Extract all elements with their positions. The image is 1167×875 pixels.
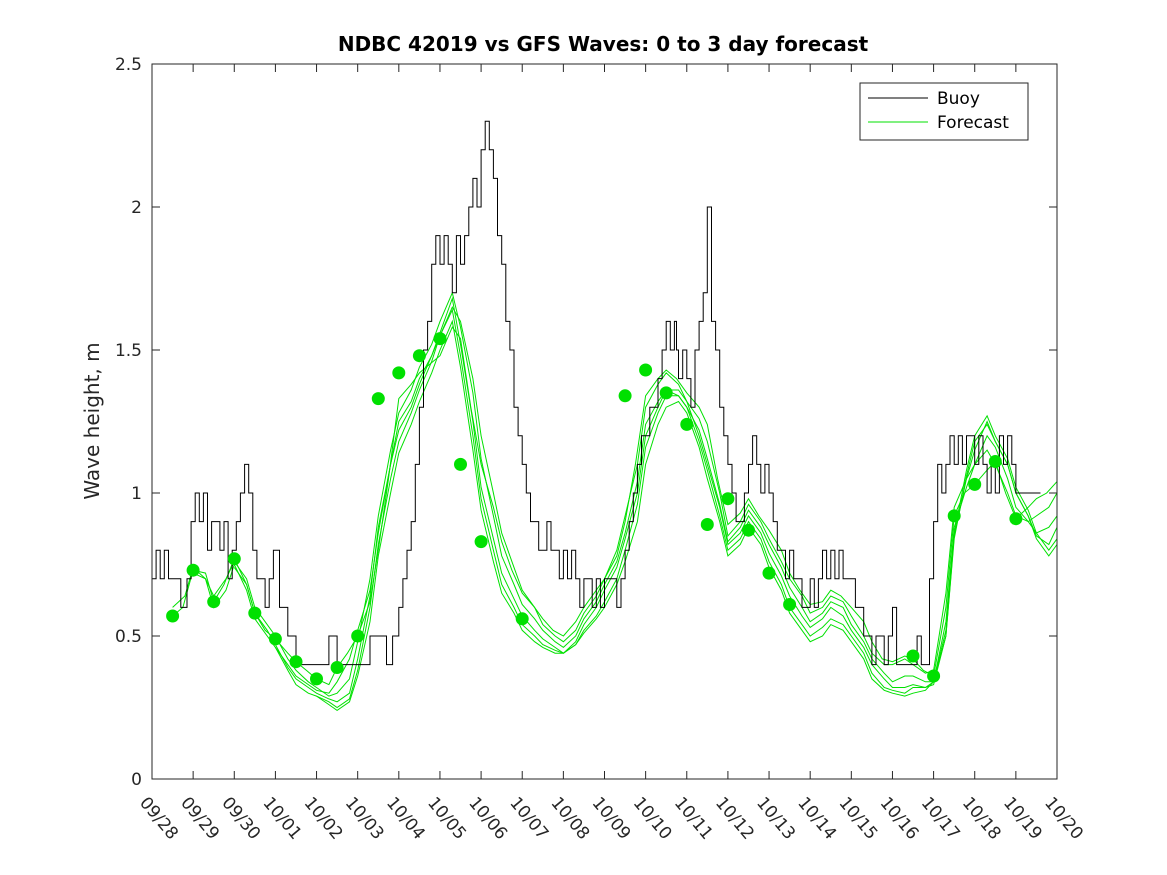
forecast-marker bbox=[906, 649, 920, 663]
forecast-marker bbox=[762, 566, 776, 580]
forecast-marker bbox=[474, 535, 488, 549]
forecast-marker bbox=[1009, 512, 1023, 526]
y-tick-label: 2 bbox=[131, 198, 142, 218]
forecast-marker bbox=[289, 655, 303, 669]
forecast-marker bbox=[268, 632, 282, 646]
forecast-marker bbox=[433, 332, 447, 346]
plot-area bbox=[152, 120, 1058, 712]
forecast-marker bbox=[947, 509, 961, 523]
forecast-marker bbox=[351, 629, 365, 643]
forecast-marker bbox=[988, 455, 1002, 468]
forecast-marker bbox=[515, 612, 529, 626]
forecast-marker bbox=[783, 598, 797, 611]
forecast-marker bbox=[927, 669, 941, 683]
y-tick-label: 0.5 bbox=[115, 627, 142, 647]
y-tick-label: 1 bbox=[131, 484, 142, 504]
legend: Buoy Forecast bbox=[859, 82, 1029, 141]
legend-buoy-label: Buoy bbox=[937, 89, 980, 109]
legend-box bbox=[859, 82, 1029, 141]
forecast-marker bbox=[371, 392, 385, 406]
forecast-marker bbox=[330, 661, 344, 674]
axes-box bbox=[151, 63, 1058, 780]
forecast-marker bbox=[742, 523, 755, 537]
y-axis-label: Wave height, m bbox=[80, 342, 104, 499]
forecast-marker bbox=[659, 386, 673, 400]
forecast-line bbox=[192, 291, 1058, 697]
forecast-marker bbox=[227, 552, 241, 566]
forecast-marker bbox=[700, 518, 714, 531]
forecast-marker bbox=[454, 457, 467, 471]
chart-title: NDBC 42019 vs GFS Waves: 0 to 3 day fore… bbox=[338, 32, 869, 56]
y-tick-label: 0 bbox=[131, 770, 142, 790]
buoy-line bbox=[152, 120, 1041, 666]
forecast-marker bbox=[639, 363, 653, 377]
forecast-marker bbox=[618, 389, 632, 403]
forecast-marker bbox=[392, 366, 406, 380]
forecast-marker bbox=[680, 417, 694, 431]
forecast-marker bbox=[721, 492, 735, 506]
y-tick-label: 1.5 bbox=[115, 341, 142, 361]
forecast-marker bbox=[248, 606, 262, 620]
forecast-marker bbox=[166, 609, 180, 623]
legend-forecast-label: Forecast bbox=[937, 113, 1009, 133]
forecast-marker bbox=[186, 563, 200, 577]
y-tick-labels: 0 0.5 1 1.5 2 2.5 bbox=[115, 55, 142, 790]
forecast-marker bbox=[968, 477, 982, 491]
forecast-marker bbox=[412, 349, 426, 363]
forecast-line bbox=[172, 305, 1058, 694]
y-tick-label: 2.5 bbox=[115, 55, 142, 75]
forecast-marker bbox=[207, 595, 221, 609]
forecast-marker bbox=[310, 672, 323, 686]
